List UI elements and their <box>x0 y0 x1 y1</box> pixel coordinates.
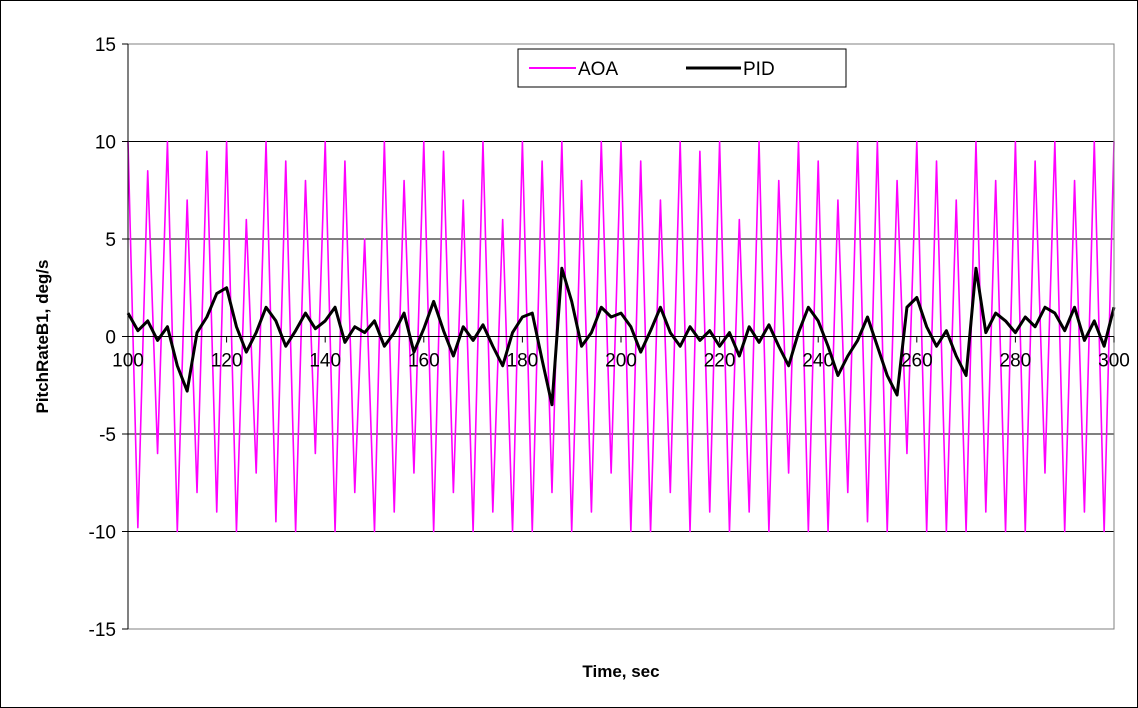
x-tick-label: 200 <box>605 351 637 372</box>
y-tick-label: 0 <box>105 328 116 349</box>
y-tick-label: 10 <box>95 133 116 154</box>
x-tick-label: 260 <box>901 351 933 372</box>
x-tick-label: 120 <box>211 351 243 372</box>
x-tick-label: 140 <box>309 351 341 372</box>
x-tick-label: 160 <box>408 351 440 372</box>
x-tick-label: 300 <box>1098 351 1130 372</box>
x-tick-labels: 100 120 140 160 180 200 220 240 260 280 300 <box>112 351 1130 372</box>
x-tick-label: 280 <box>1000 351 1032 372</box>
legend-box <box>517 48 847 88</box>
y-axis-title: PitchRateB1, deg/s <box>33 260 52 414</box>
y-tick-label: -5 <box>99 425 116 446</box>
series-line-pid <box>126 266 1116 407</box>
y-tick-label: 15 <box>95 35 116 56</box>
x-tick-label: 180 <box>507 351 539 372</box>
legend-label-aoa: AOA <box>578 59 618 80</box>
series-layer <box>126 140 1116 533</box>
y-tick-label: 5 <box>105 230 116 251</box>
axes <box>122 43 1115 630</box>
legend-label-pid: PID <box>743 59 775 80</box>
legend: AOA PID <box>517 48 847 88</box>
x-tick-label: 220 <box>704 351 736 372</box>
x-tick-label: 100 <box>112 351 144 372</box>
y-tick-label: -10 <box>89 523 116 544</box>
x-axis-title: Time, sec <box>582 662 659 681</box>
x-tick-label: 240 <box>802 351 834 372</box>
y-tick-labels: -15 -10 -5 0 5 10 15 <box>89 35 116 641</box>
y-tick-label: -15 <box>89 620 116 641</box>
series-line-aoa <box>127 140 1115 533</box>
